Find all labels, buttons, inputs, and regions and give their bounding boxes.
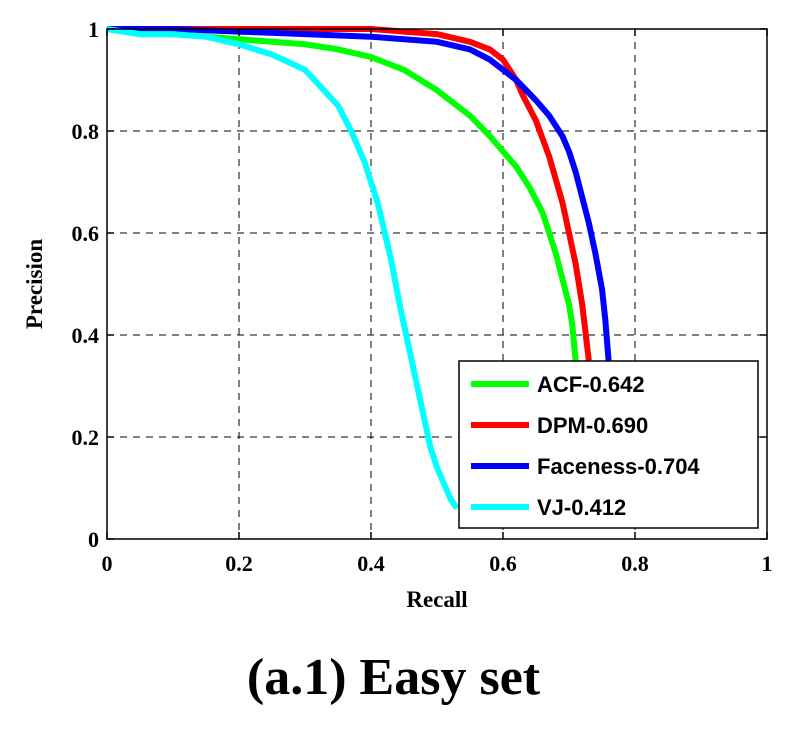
series-line-4 — [106, 26, 460, 511]
figure-caption: (a.1) Easy set — [246, 649, 541, 706]
x-tick-label: 0.8 — [621, 551, 649, 576]
legend-label-3: Faceness-0.704 — [537, 454, 700, 479]
legend-label-4: VJ-0.412 — [537, 495, 626, 520]
x-tick-label: 0.4 — [357, 551, 385, 576]
x-axis-label: Recall — [406, 587, 467, 612]
plot-frame — [106, 28, 768, 540]
y-tick-label: 0.4 — [72, 323, 100, 348]
tick-marks — [106, 28, 768, 540]
legend: ACF-0.642 DPM-0.690 Faceness-0.704 VJ-0.412 — [458, 360, 759, 529]
y-tick-label: 0 — [88, 527, 99, 552]
x-tick-label: 1 — [762, 551, 773, 576]
legend-label-1: ACF-0.642 — [537, 372, 645, 397]
y-tick-label: 0.8 — [72, 119, 100, 144]
y-tick-labels: 0 0.2 0.4 0.6 0.8 1 — [72, 17, 100, 552]
legend-label-2: DPM-0.690 — [537, 413, 648, 438]
y-tick-label: 1 — [88, 17, 99, 42]
y-tick-label: 0.2 — [72, 425, 100, 450]
x-tick-labels: 0 0.2 0.4 0.6 0.8 1 — [102, 551, 773, 576]
series-lines — [106, 26, 612, 511]
y-axis-label: Precision — [22, 239, 47, 329]
y-tick-label: 0.6 — [72, 221, 100, 246]
pr-curve-chart: 0 0.2 0.4 0.6 0.8 1 0 0.2 0.4 0.6 0.8 1 Recall Pre… — [22, 17, 773, 612]
legend-box — [458, 360, 759, 529]
x-tick-label: 0.2 — [225, 551, 253, 576]
series-line-1 — [106, 26, 579, 361]
x-tick-label: 0.6 — [489, 551, 517, 576]
x-tick-label: 0 — [102, 551, 113, 576]
series-line-3 — [107, 26, 612, 361]
